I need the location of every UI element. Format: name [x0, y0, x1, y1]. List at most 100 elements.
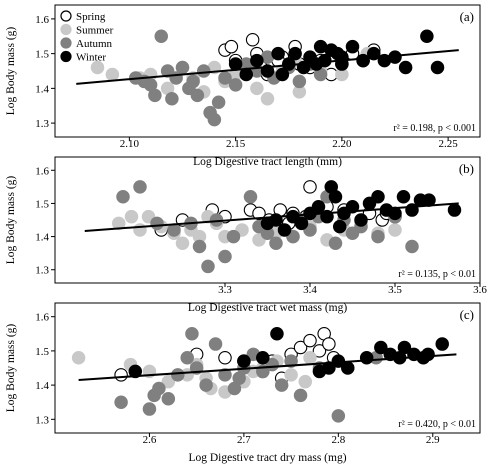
point-autumn	[133, 180, 147, 194]
point-autumn	[171, 368, 185, 382]
panel-label: (b)	[459, 161, 474, 176]
point-spring	[312, 344, 327, 358]
point-winter	[311, 199, 326, 214]
point-autumn	[211, 95, 226, 110]
y-tick-label: 1.3	[35, 118, 49, 130]
point-autumn	[114, 395, 128, 409]
x-tick-label: 2.6	[143, 434, 157, 446]
point-winter	[396, 190, 411, 204]
point-autumn	[180, 350, 194, 365]
point-winter	[398, 60, 413, 75]
point-winter	[271, 46, 285, 61]
trend-line	[84, 202, 459, 232]
y-tick-label: 1.4	[35, 380, 49, 392]
point-winter	[435, 337, 449, 351]
point-autumn	[293, 388, 308, 403]
point-autumn	[150, 216, 164, 231]
point-winter	[256, 350, 270, 365]
point-autumn	[218, 71, 232, 85]
point-winter	[294, 216, 309, 231]
legend-item-winter: Winter	[60, 50, 106, 64]
point-summer	[124, 209, 139, 224]
point-autumn	[371, 229, 385, 244]
point-winter	[277, 223, 292, 237]
point-winter	[328, 190, 343, 204]
panel-1: 2.10 2.15 2.20 2.25 1.3 1.4 1.5 1.6 Log Digestiv…	[5, 4, 481, 168]
legend-marker	[60, 50, 72, 63]
point-autumn	[269, 236, 283, 250]
point-winter	[397, 340, 412, 355]
y-tick-label: 1.5	[35, 346, 49, 358]
point-summer	[90, 60, 105, 75]
point-winter	[354, 213, 368, 227]
point-summer	[260, 92, 275, 106]
point-winter	[374, 340, 388, 355]
point-spring	[322, 337, 336, 351]
point-autumn	[152, 381, 166, 396]
point-spring	[303, 180, 317, 194]
point-winter	[228, 57, 243, 71]
point-spring	[114, 368, 128, 382]
point-summer	[284, 368, 298, 382]
point-autumn	[328, 236, 343, 250]
point-spring	[252, 206, 266, 221]
point-spring	[224, 39, 239, 54]
point-autumn	[190, 88, 205, 103]
point-autumn	[218, 249, 232, 264]
point-summer	[112, 216, 126, 231]
x-tick-label: 2.10	[120, 138, 140, 150]
x-tick-label: 3.4	[303, 284, 317, 296]
x-tick-label: 3.3	[218, 284, 232, 296]
point-winter	[332, 219, 347, 234]
point-summer	[71, 350, 86, 365]
legend-label: Winter	[76, 52, 106, 64]
y-tick-label: 1.6	[35, 14, 49, 26]
legend-marker	[60, 10, 72, 22]
y-tick-label: 1.4	[35, 232, 49, 244]
point-summer	[303, 350, 317, 365]
point-autumn	[175, 60, 190, 75]
y-tick-label: 1.5	[35, 49, 49, 61]
point-summer	[388, 223, 402, 237]
point-summer	[105, 67, 120, 82]
point-winter	[430, 60, 445, 75]
panel-label: (a)	[460, 9, 474, 24]
legend-item-summer: Summer	[60, 23, 114, 37]
data-points	[112, 180, 462, 274]
x-axis-label: Log Digestive tract wet mass (mg)	[188, 302, 348, 314]
point-winter	[250, 53, 264, 68]
y-tick-label: 1.5	[35, 198, 49, 210]
point-autumn	[284, 354, 298, 368]
x-tick-label: 3.5	[388, 284, 402, 296]
x-tick-label: 3.6	[473, 284, 487, 296]
y-tick-label: 1.6	[35, 165, 49, 177]
point-winter	[322, 361, 336, 375]
y-tick-label: 1.6	[35, 312, 49, 324]
point-winter	[421, 347, 435, 362]
x-tick-label: 2.7	[237, 434, 251, 446]
y-tick-label: 1.3	[35, 414, 49, 426]
point-autumn	[243, 190, 258, 204]
stat-annotation: r² = 0.420, p < 0.01	[398, 419, 476, 430]
point-spring	[293, 340, 308, 355]
stat-annotation: r² = 0.135, p < 0.01	[398, 269, 476, 280]
point-winter	[237, 354, 251, 368]
plot-frame	[54, 156, 481, 284]
x-tick-label: 2.15	[226, 138, 246, 150]
panel-3: 2.6 2.7 2.8 2.9 1.3 1.4 1.5 1.6 Log Digestive tr…	[5, 302, 481, 464]
point-autumn	[142, 402, 157, 416]
point-autumn	[154, 29, 169, 44]
legend-marker	[60, 23, 72, 36]
point-summer	[161, 374, 176, 389]
point-winter	[345, 199, 360, 214]
x-tick-label: 2.9	[426, 434, 440, 446]
point-autumn	[199, 378, 213, 392]
point-winter	[371, 190, 385, 204]
point-autumn	[192, 239, 207, 254]
point-autumn	[331, 409, 346, 423]
point-summer	[298, 374, 313, 389]
point-winter	[356, 53, 370, 68]
point-autumn	[185, 327, 199, 341]
